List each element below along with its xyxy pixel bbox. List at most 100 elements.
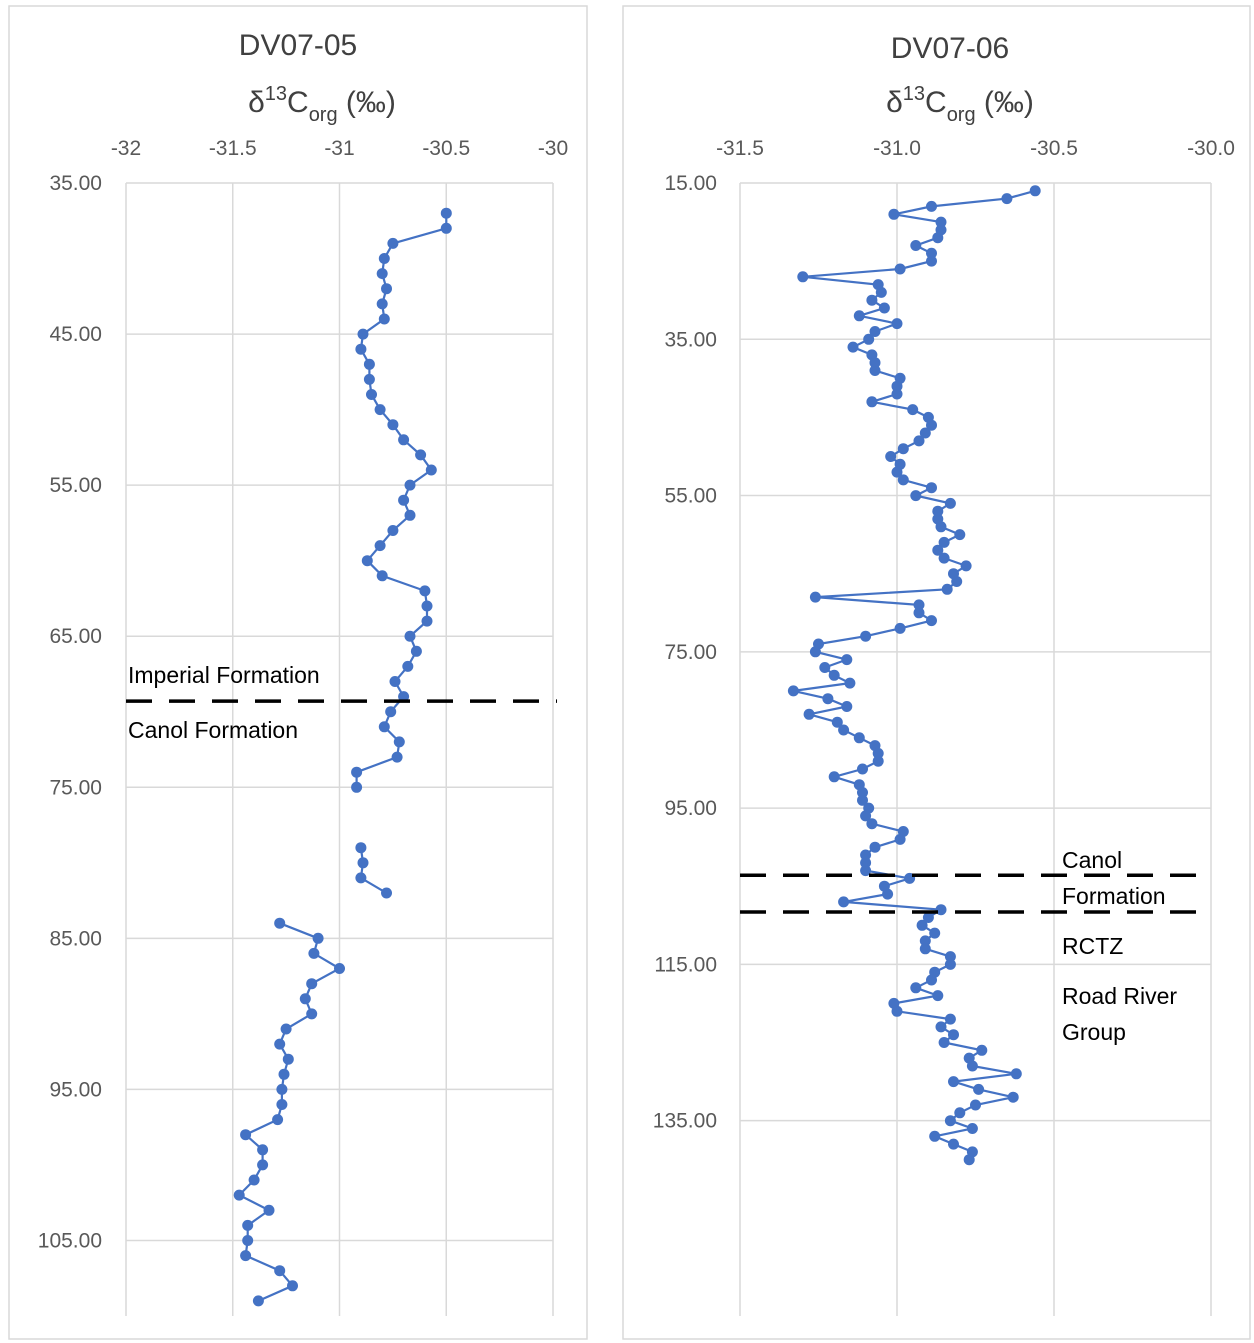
data-point bbox=[866, 294, 878, 306]
data-point bbox=[976, 1044, 988, 1056]
y-tick-label: 115.00 bbox=[654, 953, 717, 976]
data-point bbox=[929, 927, 941, 939]
data-point bbox=[932, 544, 944, 556]
data-point bbox=[932, 990, 944, 1002]
data-point bbox=[919, 943, 931, 955]
data-point bbox=[869, 841, 881, 853]
data-point bbox=[882, 888, 894, 900]
data-point bbox=[374, 404, 386, 416]
gridlines bbox=[125, 182, 554, 1316]
data-point bbox=[860, 865, 872, 877]
data-point bbox=[963, 1154, 975, 1166]
data-point bbox=[274, 917, 286, 929]
data-point bbox=[312, 932, 324, 944]
data-point bbox=[954, 1107, 966, 1119]
data-point bbox=[891, 318, 903, 330]
data-point bbox=[419, 585, 431, 597]
data-point bbox=[866, 818, 878, 830]
data-point bbox=[948, 1029, 959, 1041]
data-point bbox=[866, 396, 878, 408]
x-axis-label: δ13Corg (‰) bbox=[248, 83, 396, 126]
data-point bbox=[932, 232, 944, 244]
data-point bbox=[391, 751, 403, 763]
data-point bbox=[897, 474, 909, 486]
x-tick-label: -31.0 bbox=[873, 137, 921, 160]
data-point bbox=[960, 560, 972, 572]
x-tick-labels: -31.5 -31.0 -30.5 -30.0 bbox=[716, 137, 1235, 160]
data-point bbox=[869, 365, 881, 376]
data-point bbox=[389, 676, 401, 687]
data-point bbox=[860, 849, 872, 861]
data-point bbox=[891, 380, 903, 392]
data-point bbox=[1010, 1068, 1022, 1080]
annotation-formation: Formation bbox=[1062, 883, 1166, 909]
data-point bbox=[376, 298, 388, 310]
data-point bbox=[363, 358, 375, 370]
annotation-road-river: Road River bbox=[1062, 983, 1177, 1009]
data-point bbox=[381, 283, 392, 295]
data-point bbox=[938, 536, 950, 548]
data-point bbox=[819, 662, 831, 673]
x-axis-label-symbol: δ bbox=[248, 86, 265, 119]
data-point bbox=[272, 1114, 284, 1126]
data-point bbox=[357, 857, 369, 869]
data-point bbox=[257, 1159, 269, 1171]
data-point bbox=[374, 540, 386, 552]
data-point bbox=[847, 341, 859, 353]
data-point bbox=[872, 747, 884, 759]
data-point bbox=[278, 1068, 290, 1080]
x-tick-label: -31.5 bbox=[716, 137, 764, 160]
data-point bbox=[1007, 1091, 1019, 1103]
data-point bbox=[944, 1013, 956, 1025]
data-point bbox=[276, 1083, 288, 1095]
y-tick-label: 75.00 bbox=[49, 776, 102, 799]
data-point bbox=[797, 271, 809, 283]
data-point bbox=[257, 1144, 269, 1156]
series-dv07-05 bbox=[233, 207, 452, 1307]
y-tick-label: 55.00 bbox=[49, 474, 102, 497]
chart-panel-dv07-05: DV07-05 δ13Corg (‰) -32 -31.5 -31 -30.5 -30 … bbox=[8, 5, 588, 1340]
data-point bbox=[926, 200, 937, 212]
data-point bbox=[935, 521, 947, 533]
data-point bbox=[926, 615, 937, 627]
data-point bbox=[398, 691, 410, 703]
annotation-imperial-formation: Imperial Formation bbox=[128, 662, 320, 688]
data-point bbox=[361, 555, 373, 567]
data-point bbox=[252, 1295, 264, 1307]
y-tick-label: 55.00 bbox=[664, 485, 717, 508]
data-point bbox=[410, 645, 422, 657]
gridlines bbox=[739, 182, 1212, 1316]
series-dv07-06 bbox=[787, 185, 1041, 1166]
data-point bbox=[387, 419, 399, 431]
data-point bbox=[872, 755, 884, 767]
y-tick-label: 135.00 bbox=[653, 1110, 717, 1133]
data-point bbox=[242, 1235, 254, 1246]
y-tick-label: 105.00 bbox=[38, 1229, 102, 1252]
data-point bbox=[860, 810, 872, 822]
data-point bbox=[334, 963, 345, 974]
y-tick-label: 35.00 bbox=[664, 328, 717, 351]
x-axis-label-base: C bbox=[925, 86, 947, 119]
data-point bbox=[875, 286, 887, 298]
data-point bbox=[932, 505, 944, 517]
data-point bbox=[248, 1174, 260, 1186]
data-point bbox=[299, 993, 311, 1005]
x-axis-label-base: C bbox=[287, 86, 309, 119]
data-point bbox=[404, 479, 416, 491]
data-point bbox=[913, 435, 925, 447]
data-point bbox=[910, 240, 922, 251]
chart-title: DV07-06 bbox=[891, 32, 1009, 65]
data-point bbox=[376, 570, 388, 582]
x-tick-label: -30.0 bbox=[1187, 137, 1235, 160]
x-axis-label-subscript: org bbox=[947, 104, 976, 126]
x-tick-label: -32 bbox=[111, 137, 141, 160]
data-point bbox=[860, 857, 872, 869]
x-axis-label-superscript: 13 bbox=[265, 83, 287, 105]
data-point bbox=[357, 328, 369, 340]
data-point bbox=[938, 1037, 950, 1048]
data-point bbox=[935, 1021, 947, 1033]
data-point bbox=[803, 708, 815, 720]
data-point bbox=[926, 974, 937, 986]
data-point bbox=[387, 525, 399, 536]
x-axis-label-subscript: org bbox=[309, 104, 338, 126]
